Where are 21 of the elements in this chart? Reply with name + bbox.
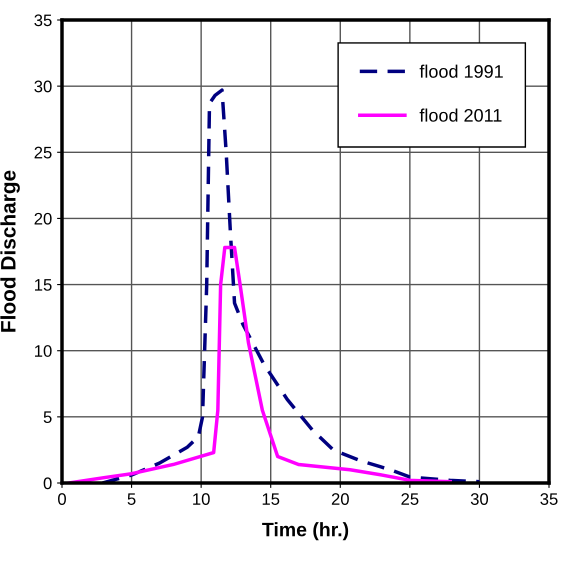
x-tick-label: 15 <box>262 493 280 505</box>
legend-label: flood 1991 <box>420 64 503 78</box>
y-tick-label: 15 <box>35 279 52 291</box>
x-tick-label: 25 <box>401 493 418 505</box>
y-tick-label: 20 <box>34 212 52 225</box>
x-tick-label: 20 <box>332 493 349 505</box>
x-tick-label: 30 <box>470 493 488 505</box>
y-tick-label: 35 <box>34 14 52 26</box>
y-axis-title: Flood Discharge <box>0 170 20 332</box>
y-tick-label: 0 <box>44 477 52 490</box>
y-tick-label: 30 <box>34 80 52 92</box>
legend-label: flood 2011 <box>420 108 502 122</box>
y-tick-label: 10 <box>35 345 52 357</box>
x-tick-label: 0 <box>58 493 66 505</box>
y-tick-label: 5 <box>44 411 52 424</box>
line-series <box>67 246 452 483</box>
x-tick-label: 5 <box>128 493 136 505</box>
x-tick-label: 35 <box>540 493 558 505</box>
x-tick-label: 10 <box>193 493 210 505</box>
y-tick-label: 25 <box>34 146 52 158</box>
x-axis-title: Time (hr.) <box>262 522 348 540</box>
